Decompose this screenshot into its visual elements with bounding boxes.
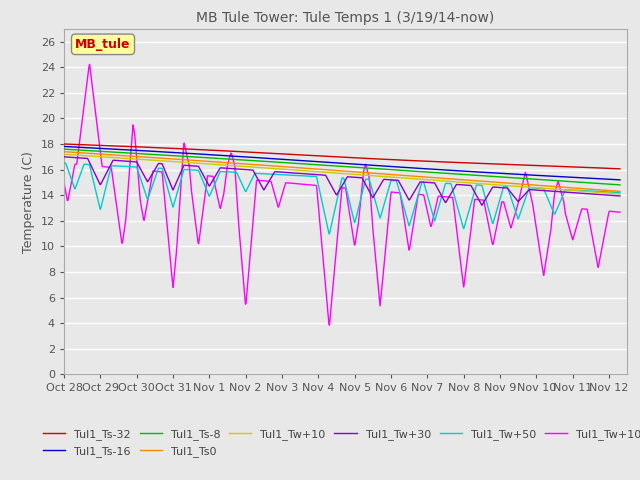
Legend: Tul1_Ts-32, Tul1_Ts-16, Tul1_Ts-8, Tul1_Ts0, Tul1_Tw+10, Tul1_Tw+30, Tul1_Tw+50,: Tul1_Ts-32, Tul1_Ts-16, Tul1_Ts-8, Tul1_… (38, 425, 640, 461)
Title: MB Tule Tower: Tule Temps 1 (3/19/14-now): MB Tule Tower: Tule Temps 1 (3/19/14-now… (196, 11, 495, 25)
Text: MB_tule: MB_tule (76, 38, 131, 51)
Y-axis label: Temperature (C): Temperature (C) (22, 151, 35, 252)
